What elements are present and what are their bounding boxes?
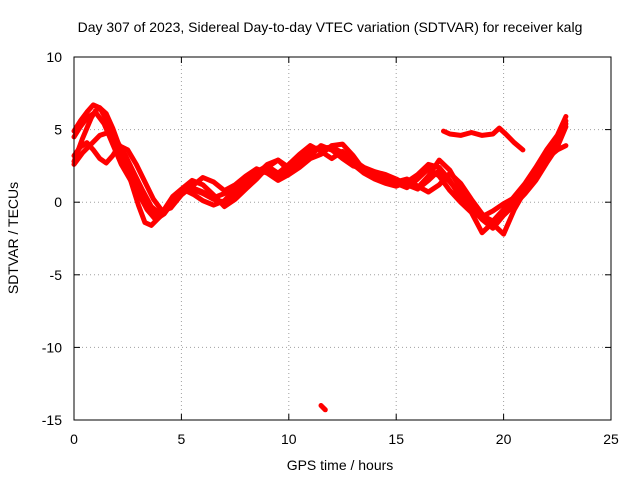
y-tick-label: -10 bbox=[42, 339, 62, 355]
series-group bbox=[71, 102, 569, 413]
x-axis-label: GPS time / hours bbox=[287, 457, 394, 473]
y-tick-label: 0 bbox=[54, 194, 62, 210]
x-tick-label: 0 bbox=[70, 431, 78, 447]
x-tick-label: 20 bbox=[496, 431, 512, 447]
y-axis-label: SDTVAR / TECUs bbox=[5, 182, 21, 294]
series-line-outlier bbox=[318, 403, 328, 413]
x-tick-label: 25 bbox=[603, 431, 619, 447]
grid bbox=[74, 57, 611, 420]
x-tick-label: 15 bbox=[388, 431, 404, 447]
plot-frame bbox=[73, 56, 612, 421]
series-line-track-6 bbox=[441, 125, 526, 153]
chart-title: Day 307 of 2023, Sidereal Day-to-day VTE… bbox=[78, 19, 583, 35]
series-line-track-4 bbox=[71, 121, 569, 236]
y-tick-label: 5 bbox=[54, 122, 62, 138]
series-line-track-5 bbox=[71, 109, 569, 224]
y-tick-label: -15 bbox=[42, 412, 62, 428]
x-tick-label: 10 bbox=[281, 431, 297, 447]
y-tick-label: -5 bbox=[50, 267, 63, 283]
x-tick-label: 5 bbox=[178, 431, 186, 447]
y-tick-label: 10 bbox=[46, 49, 62, 65]
axis-ticks: 0 5 10 15 20 25 10 5 0 -5 -10 -15 bbox=[42, 49, 619, 447]
